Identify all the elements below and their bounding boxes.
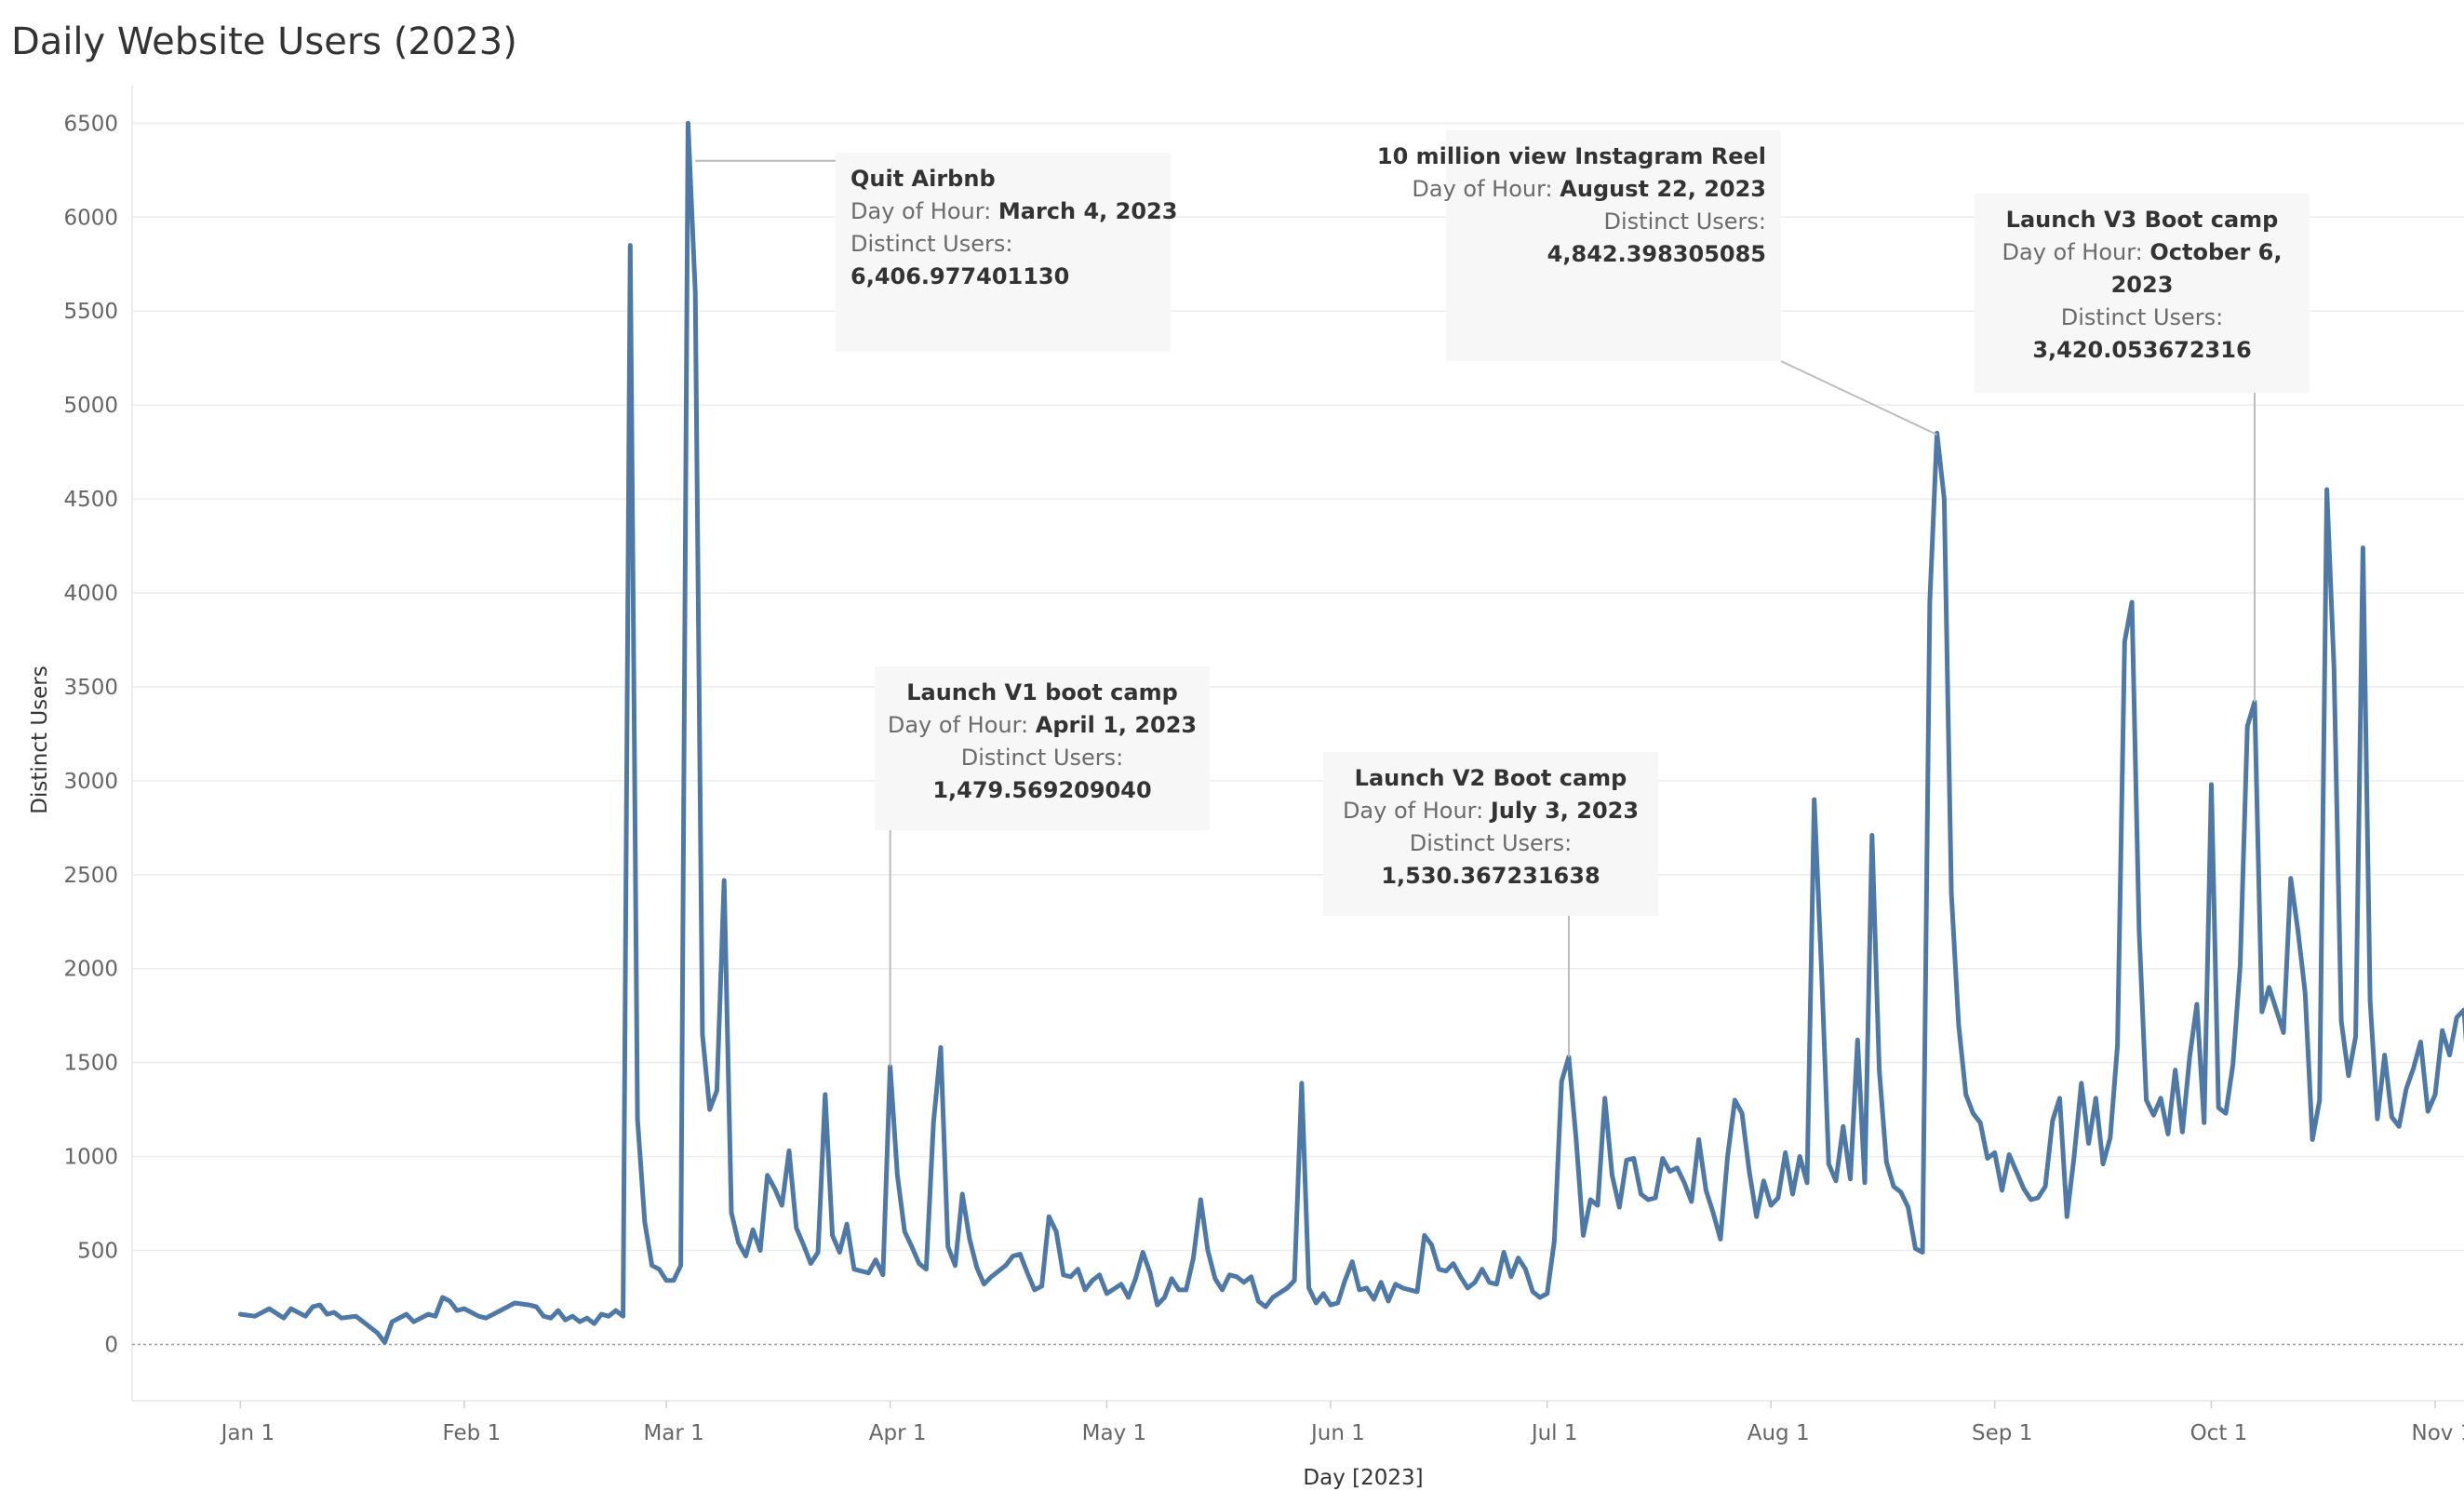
annotation-title: Launch V3 Boot camp (2006, 207, 2279, 233)
annotation-value: 1,479.569209040 (932, 777, 1151, 803)
y-tick-label: 1500 (63, 1052, 118, 1076)
annotation-box (836, 153, 1171, 352)
series-line (237, 120, 2464, 1345)
annotation-box (1975, 194, 2310, 393)
annotation-date: Day of Hour: October 6, (2002, 239, 2283, 265)
y-axis-title: Distinct Users (28, 665, 52, 813)
annotation-value-label: Distinct Users: (2061, 304, 2223, 330)
annotation: 10 million view Instagram Reel Day of Hou… (1377, 130, 1938, 436)
annotation-title: 10 million view Instagram Reel (1377, 143, 1766, 169)
y-tick-label: 2500 (63, 864, 118, 888)
annotation-value: 4,842.398305085 (1547, 241, 1766, 267)
y-tick-label: 500 (77, 1240, 118, 1264)
series-group (237, 120, 2464, 1345)
annotation-date: Day of Hour: August 22, 2023 (1412, 176, 1766, 202)
y-tick-label: 6500 (63, 112, 118, 136)
x-tick-label: Nov 1 (2412, 1421, 2464, 1445)
x-tick-label: Oct 1 (2190, 1421, 2248, 1445)
gridlines (132, 122, 2464, 1346)
annotation: Launch V2 Boot camp Day of Hour: July 3, … (1323, 752, 1658, 1057)
annotation-value: 6,406.977401130 (850, 263, 1069, 289)
y-tick-label: 5000 (63, 394, 118, 418)
x-tick-label: Feb 1 (443, 1421, 502, 1445)
y-tick-label: 3500 (63, 676, 118, 700)
y-tick-label: 1000 (63, 1146, 118, 1170)
x-axis-ticks: Jan 1 Feb 1 Mar 1 Apr 1 May 1 Jun 1 Jul 1 Aug 1… (220, 1401, 2464, 1445)
x-tick-label: Jul 1 (1530, 1421, 1578, 1445)
annotation-title: Launch V1 boot camp (906, 679, 1178, 705)
annotation: Quit Airbnb Day of Hour: March 4, 2023 Dis… (695, 153, 1177, 352)
y-tick-label: 2000 (63, 958, 118, 982)
x-tick-label: Jun 1 (1309, 1421, 1365, 1445)
y-tick-label: 5500 (63, 300, 118, 324)
annotation: Launch V3 Boot camp Day of Hour: October … (1975, 194, 2310, 703)
x-tick-label: Jan 1 (220, 1421, 275, 1445)
annotation-value: 3,420.053672316 (2032, 337, 2251, 363)
annotation-value-label: Distinct Users: (1604, 208, 1766, 235)
y-tick-label: 6000 (63, 206, 118, 230)
annotation-date: 2023 (2111, 272, 2174, 298)
annotation-value: 1,530.367231638 (1381, 863, 1600, 889)
annotation-box (1446, 130, 1781, 361)
y-tick-label: 0 (104, 1333, 118, 1357)
x-tick-label: Aug 1 (1748, 1421, 1810, 1445)
y-tick-label: 4500 (63, 488, 118, 512)
x-tick-label: Mar 1 (643, 1421, 703, 1445)
annotation-value-label: Distinct Users: (1410, 830, 1572, 856)
chart-title: Daily Website Users (2023) (11, 20, 517, 63)
annotation-value-label: Distinct Users: (961, 745, 1123, 771)
y-tick-label: 4000 (63, 582, 118, 606)
annotation-date: Day of Hour: July 3, 2023 (1343, 798, 1639, 824)
x-tick-label: May 1 (1082, 1421, 1147, 1445)
x-axis-title: Day [2023] (1303, 1466, 1423, 1490)
y-axis-ticks: 0 500 1000 1500 2000 2500 3000 3500 4000 4500 5000… (63, 112, 118, 1357)
annotation-box (875, 666, 1210, 830)
x-tick-label: Apr 1 (869, 1421, 927, 1445)
annotation-leader-line (1780, 360, 1938, 436)
annotation-date: Day of Hour: April 1, 2023 (888, 712, 1197, 738)
annotations-group: Quit Airbnb Day of Hour: March 4, 2023 Dis… (695, 130, 2310, 1067)
x-tick-label: Sep 1 (1972, 1421, 2032, 1445)
annotation-title: Quit Airbnb (850, 166, 996, 192)
y-tick-label: 3000 (63, 770, 118, 794)
annotation: Launch V1 boot camp Day of Hour: April 1,… (875, 666, 1210, 1067)
annotation-box (1323, 752, 1658, 916)
annotation-date: Day of Hour: March 4, 2023 (850, 198, 1177, 224)
annotation-title: Launch V2 Boot camp (1355, 765, 1627, 791)
annotation-value-label: Distinct Users: (850, 231, 1012, 257)
